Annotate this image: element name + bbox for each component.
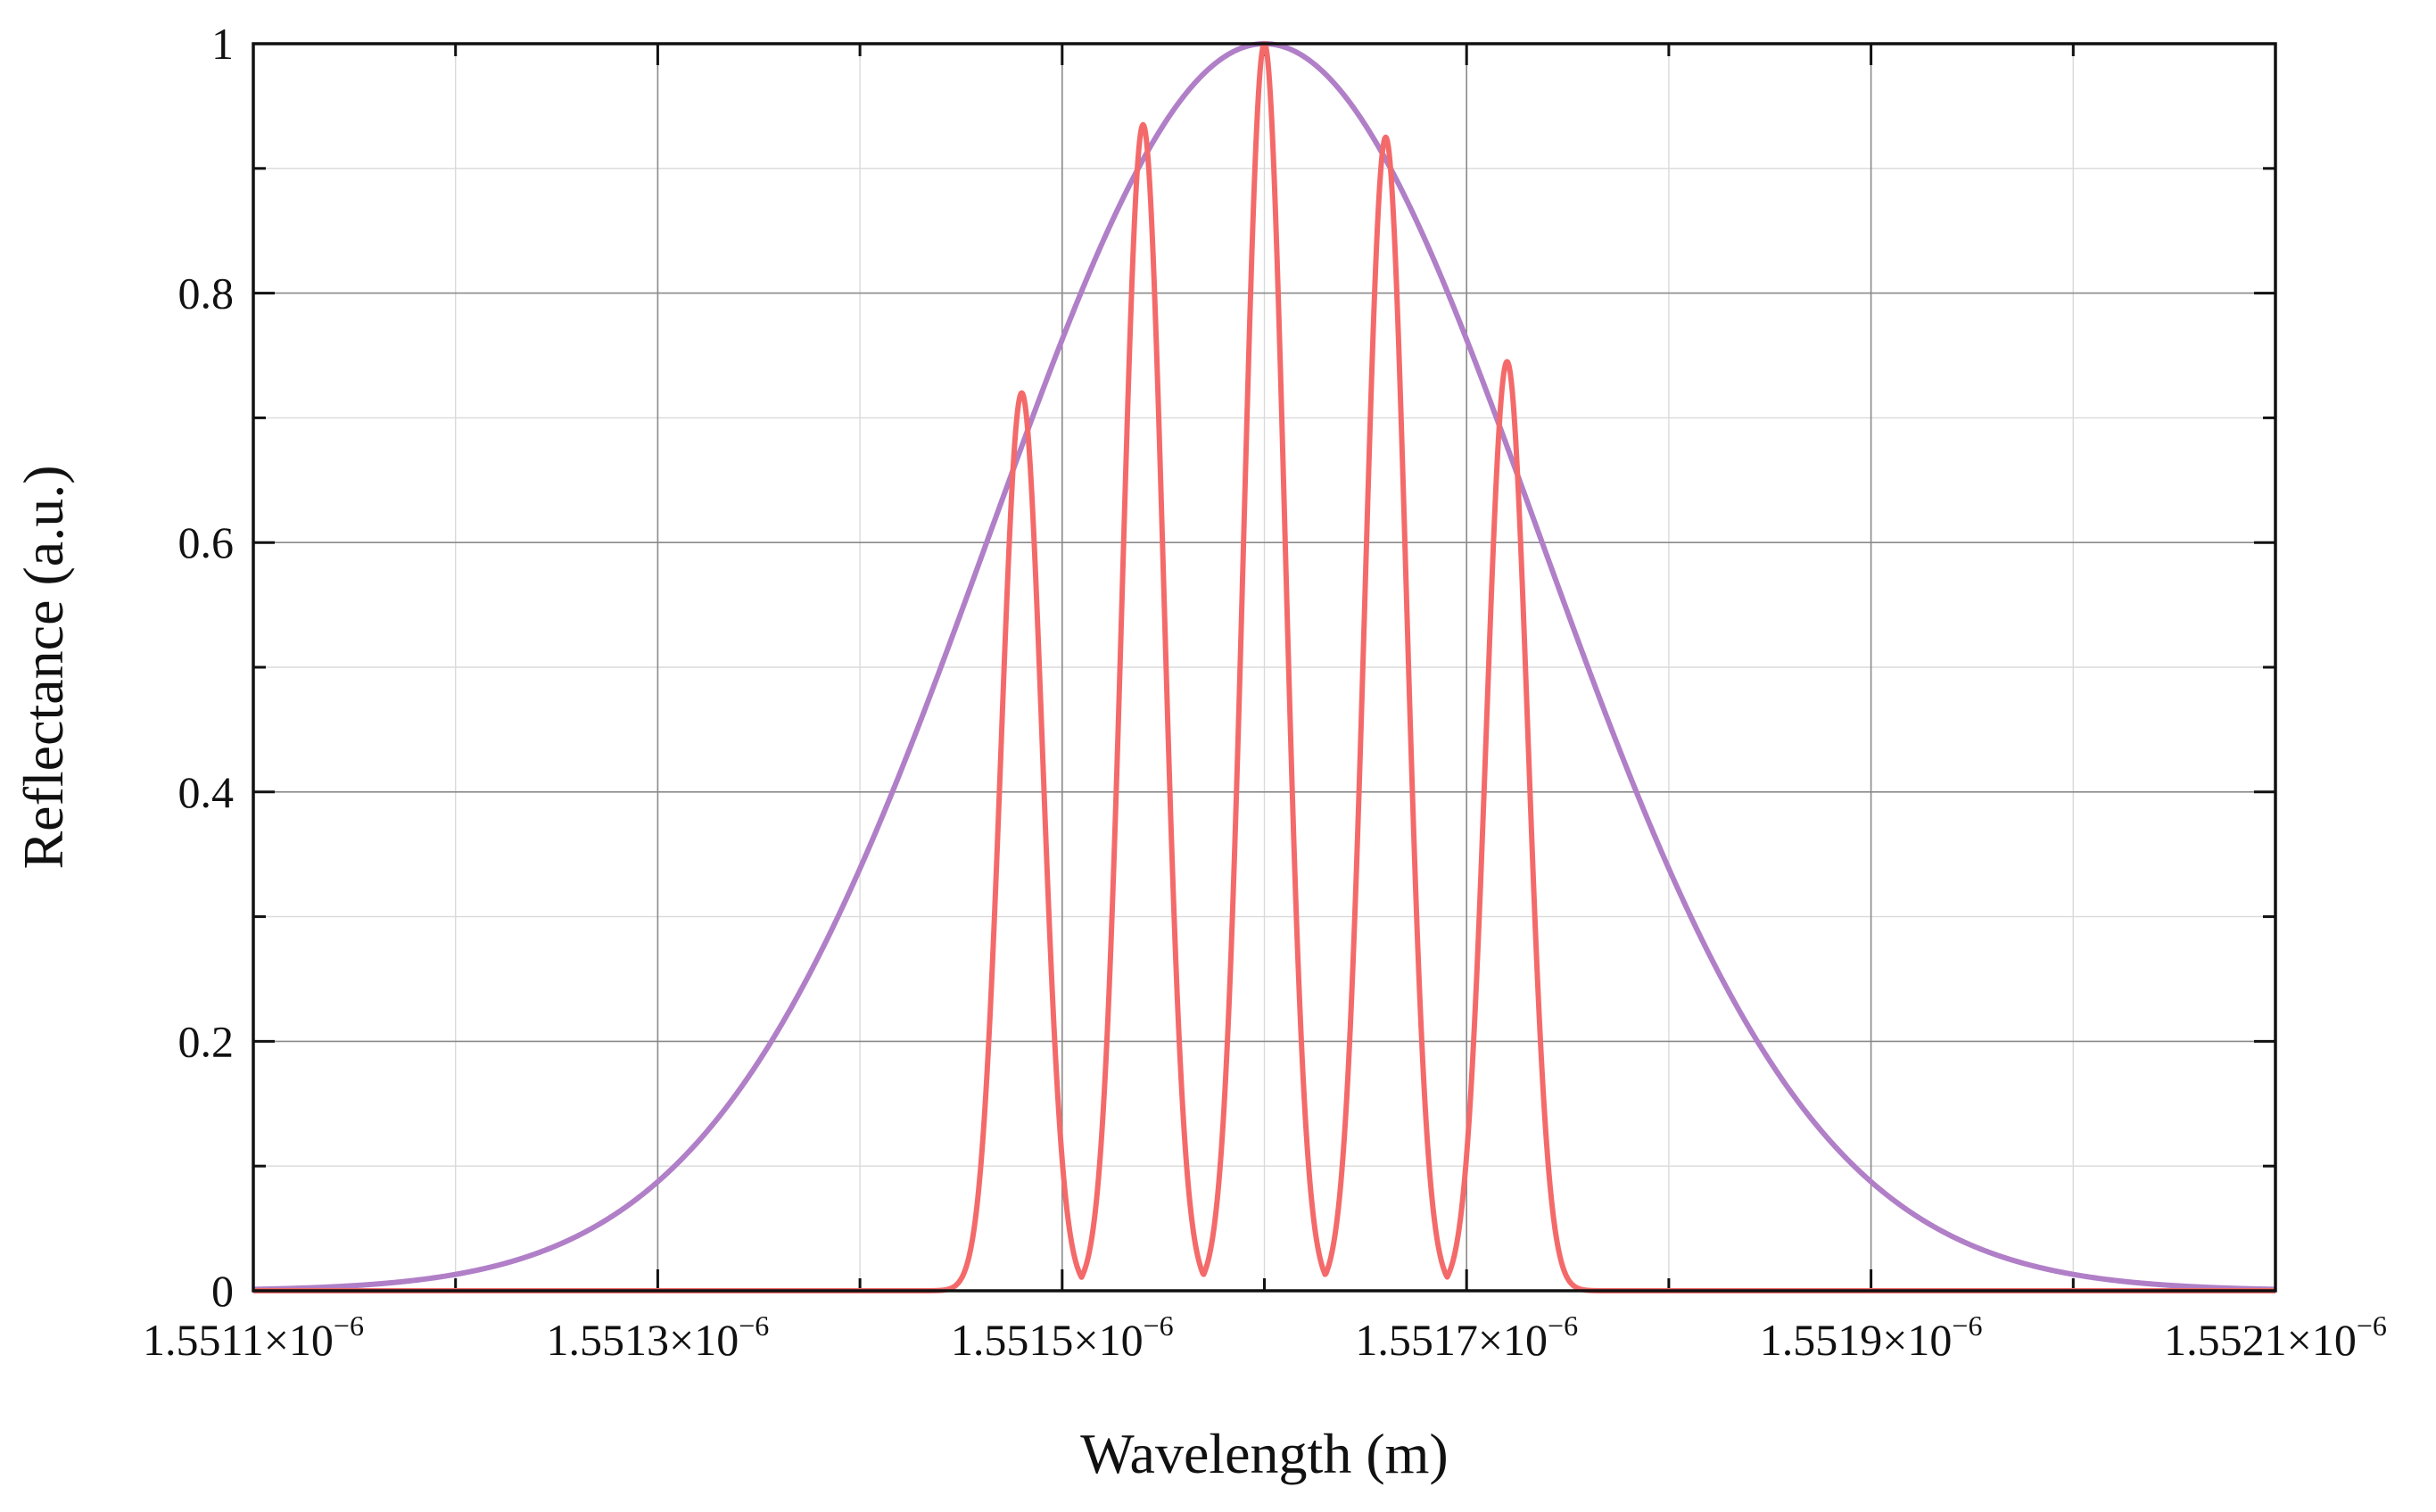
x-tick-label: 1.5515×10−6 [951, 1310, 1174, 1365]
y-tick-label: 0.2 [178, 1016, 235, 1066]
axis-ticks [252, 42, 2277, 1293]
y-tick-label: 0.8 [178, 269, 235, 318]
x-axis-title: Wavelength (m) [1080, 1422, 1448, 1485]
plot-frame [252, 42, 2277, 1293]
y-tick-label: 0.4 [178, 767, 235, 817]
reflectance-peak-point [1504, 359, 1510, 365]
y-tick-label: 1 [211, 19, 234, 69]
reflectance-peak-point [1019, 390, 1025, 396]
x-tick-labels: 1.5511×10−6 1.5513×10−6 1.5515×10−6 1.5517×… [143, 1310, 2387, 1365]
y-tick-label: 0 [211, 1266, 234, 1316]
x-tick-label: 1.5513×10−6 [547, 1310, 770, 1365]
reflectance-peak-point [1383, 134, 1389, 140]
y-tick-labels: 0 0.2 0.4 0.6 0.8 1 [178, 19, 235, 1316]
x-tick-label: 1.5517×10−6 [1355, 1310, 1578, 1365]
minor-grid [253, 44, 2275, 1291]
y-tick-label: 0.6 [178, 517, 235, 567]
reflectance-peak-point [1140, 121, 1146, 128]
x-tick-label: 1.5521×10−6 [2164, 1310, 2387, 1365]
x-tick-label: 1.5511×10−6 [143, 1310, 364, 1365]
x-tick-label: 1.5519×10−6 [1760, 1310, 1983, 1365]
y-axis-title: Reflectance (a.u.) [12, 465, 75, 869]
